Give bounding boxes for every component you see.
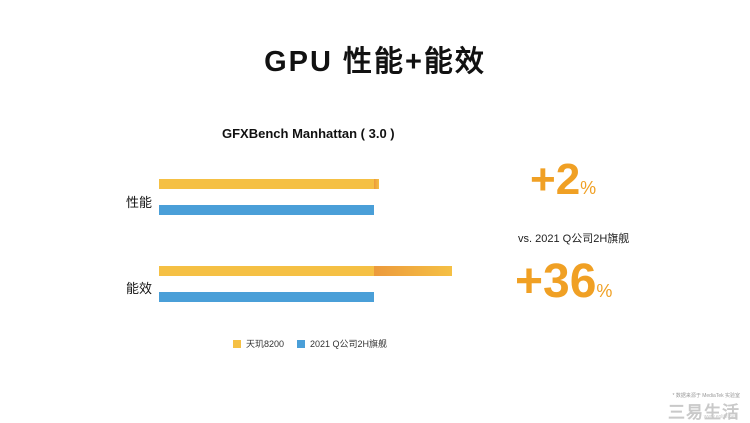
- bar-gain-segment: [374, 179, 379, 189]
- bar-dimensity-efficiency: [159, 266, 452, 276]
- chart-title: GFXBench Manhattan ( 3.0 ): [222, 126, 395, 141]
- bar-dimensity-performance: [159, 179, 379, 189]
- watermark-logo: 三易生活: [668, 403, 740, 422]
- bar-gain-segment: [374, 266, 452, 276]
- gain-efficiency: +36%: [515, 258, 612, 306]
- gain-efficiency-value: +36: [515, 255, 597, 308]
- legend-swatch-yellow: [233, 339, 241, 348]
- legend-label-competitor: 2021 Q公司2H旗舰: [310, 339, 388, 349]
- legend-item-competitor: 2021 Q公司2H旗舰: [297, 337, 387, 350]
- legend-swatch-blue: [297, 339, 305, 348]
- legend-item-dimensity: 天玑8200: [233, 337, 284, 350]
- comparison-text: vs. 2021 Q公司2H旗舰: [518, 233, 630, 245]
- watermark-url: www.eolife.net: [703, 414, 736, 420]
- category-label-performance: 性能: [126, 195, 153, 210]
- gain-performance-value: +2: [530, 155, 581, 204]
- legend-label-dimensity: 天玑8200: [246, 339, 285, 349]
- category-label-efficiency: 能效: [126, 281, 153, 296]
- gain-efficiency-unit: %: [596, 281, 613, 301]
- page-title: GPU 性能+能效: [264, 46, 486, 78]
- bar-competitor-efficiency: [159, 292, 375, 302]
- footnote: * 数据来源于 MediaTek 实验室: [672, 393, 740, 399]
- gain-performance-unit: %: [580, 178, 597, 198]
- bar-competitor-performance: [159, 205, 375, 215]
- gain-performance: +2%: [530, 158, 596, 202]
